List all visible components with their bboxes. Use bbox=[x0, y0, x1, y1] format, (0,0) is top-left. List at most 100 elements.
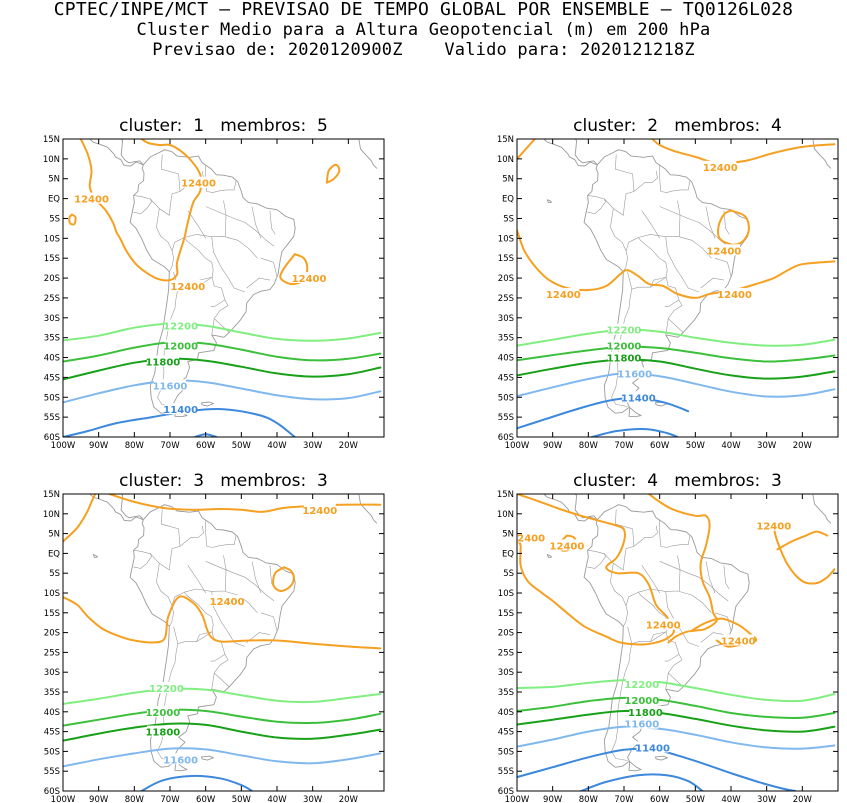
contour-label: 12400 bbox=[510, 534, 545, 545]
lat-tick-label: 40S bbox=[44, 354, 60, 364]
contour-11600 bbox=[517, 725, 836, 750]
contour-label: 11800 bbox=[145, 728, 180, 739]
lat-tick-label: 15N bbox=[43, 135, 60, 145]
lat-tick-label: 10N bbox=[497, 155, 514, 165]
map-frame bbox=[516, 493, 839, 792]
lat-tick-label: 55S bbox=[498, 767, 514, 777]
lat-tick-label: 55S bbox=[498, 413, 514, 423]
lon-tick-label: 50W bbox=[232, 795, 252, 803]
lat-tick-label: 50S bbox=[498, 747, 514, 757]
lat-tick-label: 55S bbox=[44, 413, 60, 423]
lat-tick-label: 60S bbox=[498, 433, 514, 443]
lat-tick-label: 40S bbox=[44, 708, 60, 718]
map-axes: 100W 90W 80W 70W 60W 50W 40W 30W 20W 15N 10N 5N EQ 5S… bbox=[43, 490, 384, 803]
coastlines bbox=[89, 139, 378, 418]
lat-tick-label: 30S bbox=[44, 668, 60, 678]
lon-tick-label: 30W bbox=[757, 441, 777, 451]
contour-label: 12400 bbox=[756, 522, 791, 533]
map-axes: 100W 90W 80W 70W 60W 50W 40W 30W 20W 15N 10N 5N EQ 5S… bbox=[497, 490, 838, 803]
lat-tick-label: 5N bbox=[48, 530, 60, 540]
lon-tick-label: 80W bbox=[579, 441, 599, 451]
contour-label: 12400 bbox=[74, 195, 109, 206]
contour-label: 12200 bbox=[607, 326, 642, 337]
lon-tick-label: 40W bbox=[721, 441, 741, 451]
map-panel-2: cluster: 2 membros: 4 12400 12400 12400 1240… bbox=[497, 116, 839, 451]
contour-12000 bbox=[517, 696, 836, 719]
figure-header: CPTEC/INPE/MCT – PREVISAO DE TEMPO GLOBA… bbox=[0, 0, 847, 60]
lon-tick-label: 20W bbox=[793, 795, 813, 803]
lat-tick-label: 10S bbox=[498, 589, 514, 599]
lat-tick-label: 55S bbox=[44, 767, 60, 777]
map-panel-3: cluster: 3 membros: 3 12400 12400 12200 1200… bbox=[43, 471, 385, 803]
lat-tick-label: 20S bbox=[498, 274, 514, 284]
contour-12400 bbox=[776, 530, 829, 551]
contour-11400 bbox=[517, 397, 690, 430]
lon-tick-label: 50W bbox=[686, 441, 706, 451]
contour-label: 11600 bbox=[163, 755, 198, 766]
lat-tick-label: 15N bbox=[497, 490, 514, 500]
lat-tick-label: 20S bbox=[44, 629, 60, 639]
lat-tick-label: 40S bbox=[498, 354, 514, 364]
coastlines bbox=[89, 494, 378, 772]
lat-tick-label: 60S bbox=[498, 787, 514, 797]
lat-tick-label: 20S bbox=[44, 274, 60, 284]
lat-tick-label: 10N bbox=[497, 510, 514, 520]
lat-tick-label: 25S bbox=[44, 648, 60, 658]
lon-tick-label: 30W bbox=[303, 795, 323, 803]
contour-12400 bbox=[63, 595, 382, 650]
map-frame bbox=[62, 138, 385, 438]
lat-tick-label: 30S bbox=[498, 668, 514, 678]
lat-tick-label: 10S bbox=[498, 234, 514, 244]
lat-tick-label: 10N bbox=[43, 155, 60, 165]
lat-tick-label: 10N bbox=[43, 510, 60, 520]
lon-tick-label: 90W bbox=[89, 441, 109, 451]
contour-12400 bbox=[651, 139, 836, 165]
contour-12400 bbox=[517, 494, 675, 646]
contour-label: 12200 bbox=[163, 322, 198, 333]
lon-tick-label: 60W bbox=[196, 441, 216, 451]
country-borders bbox=[587, 154, 732, 407]
contour-12400 bbox=[79, 139, 203, 282]
lat-tick-label: 5S bbox=[49, 214, 60, 224]
lat-tick-label: 5N bbox=[502, 175, 514, 185]
lat-tick-label: 45S bbox=[44, 373, 60, 383]
contour-label: 11800 bbox=[628, 708, 663, 719]
lat-tick-label: 5N bbox=[48, 175, 60, 185]
contour-12400 bbox=[690, 617, 758, 648]
contour-label: 12400 bbox=[646, 621, 681, 632]
contour-12200 bbox=[517, 328, 836, 347]
lat-tick-label: 5S bbox=[503, 214, 514, 224]
contour-label: 12400 bbox=[181, 179, 216, 190]
contour-12400 bbox=[517, 139, 536, 160]
lon-tick-label: 90W bbox=[543, 795, 563, 803]
lon-tick-label: 70W bbox=[160, 441, 180, 451]
contour-label: 11800 bbox=[145, 358, 180, 369]
contour-12200 bbox=[63, 322, 382, 342]
lon-tick-label: 80W bbox=[579, 795, 599, 803]
lon-tick-label: 50W bbox=[686, 795, 706, 803]
lat-tick-label: 15S bbox=[44, 609, 60, 619]
lat-tick-label: 15N bbox=[43, 490, 60, 500]
contour-label: 12400 bbox=[170, 282, 205, 293]
map-frame bbox=[62, 493, 385, 792]
lat-tick-label: EQ bbox=[48, 195, 60, 205]
contour-label: 12000 bbox=[145, 708, 180, 719]
lon-tick-label: 80W bbox=[125, 441, 145, 451]
lat-tick-label: 25S bbox=[498, 294, 514, 304]
contour-label: 12200 bbox=[624, 680, 659, 691]
lat-tick-label: 20S bbox=[498, 629, 514, 639]
lat-tick-label: 15S bbox=[498, 609, 514, 619]
lon-tick-label: 90W bbox=[89, 795, 109, 803]
contour-label: 12000 bbox=[163, 342, 198, 353]
lat-tick-label: 5S bbox=[49, 569, 60, 579]
coastlines bbox=[543, 139, 832, 418]
contour-11600 bbox=[63, 747, 382, 768]
contour-12400 bbox=[772, 526, 836, 585]
contour-11600 bbox=[517, 372, 836, 398]
contour-12000 bbox=[63, 341, 382, 363]
lat-tick-label: 10S bbox=[44, 589, 60, 599]
contour-label: 12400 bbox=[717, 290, 752, 301]
lon-tick-label: 20W bbox=[339, 441, 359, 451]
panel-title: cluster: 1 membros: 5 bbox=[119, 116, 328, 136]
lat-tick-label: 15N bbox=[497, 135, 514, 145]
